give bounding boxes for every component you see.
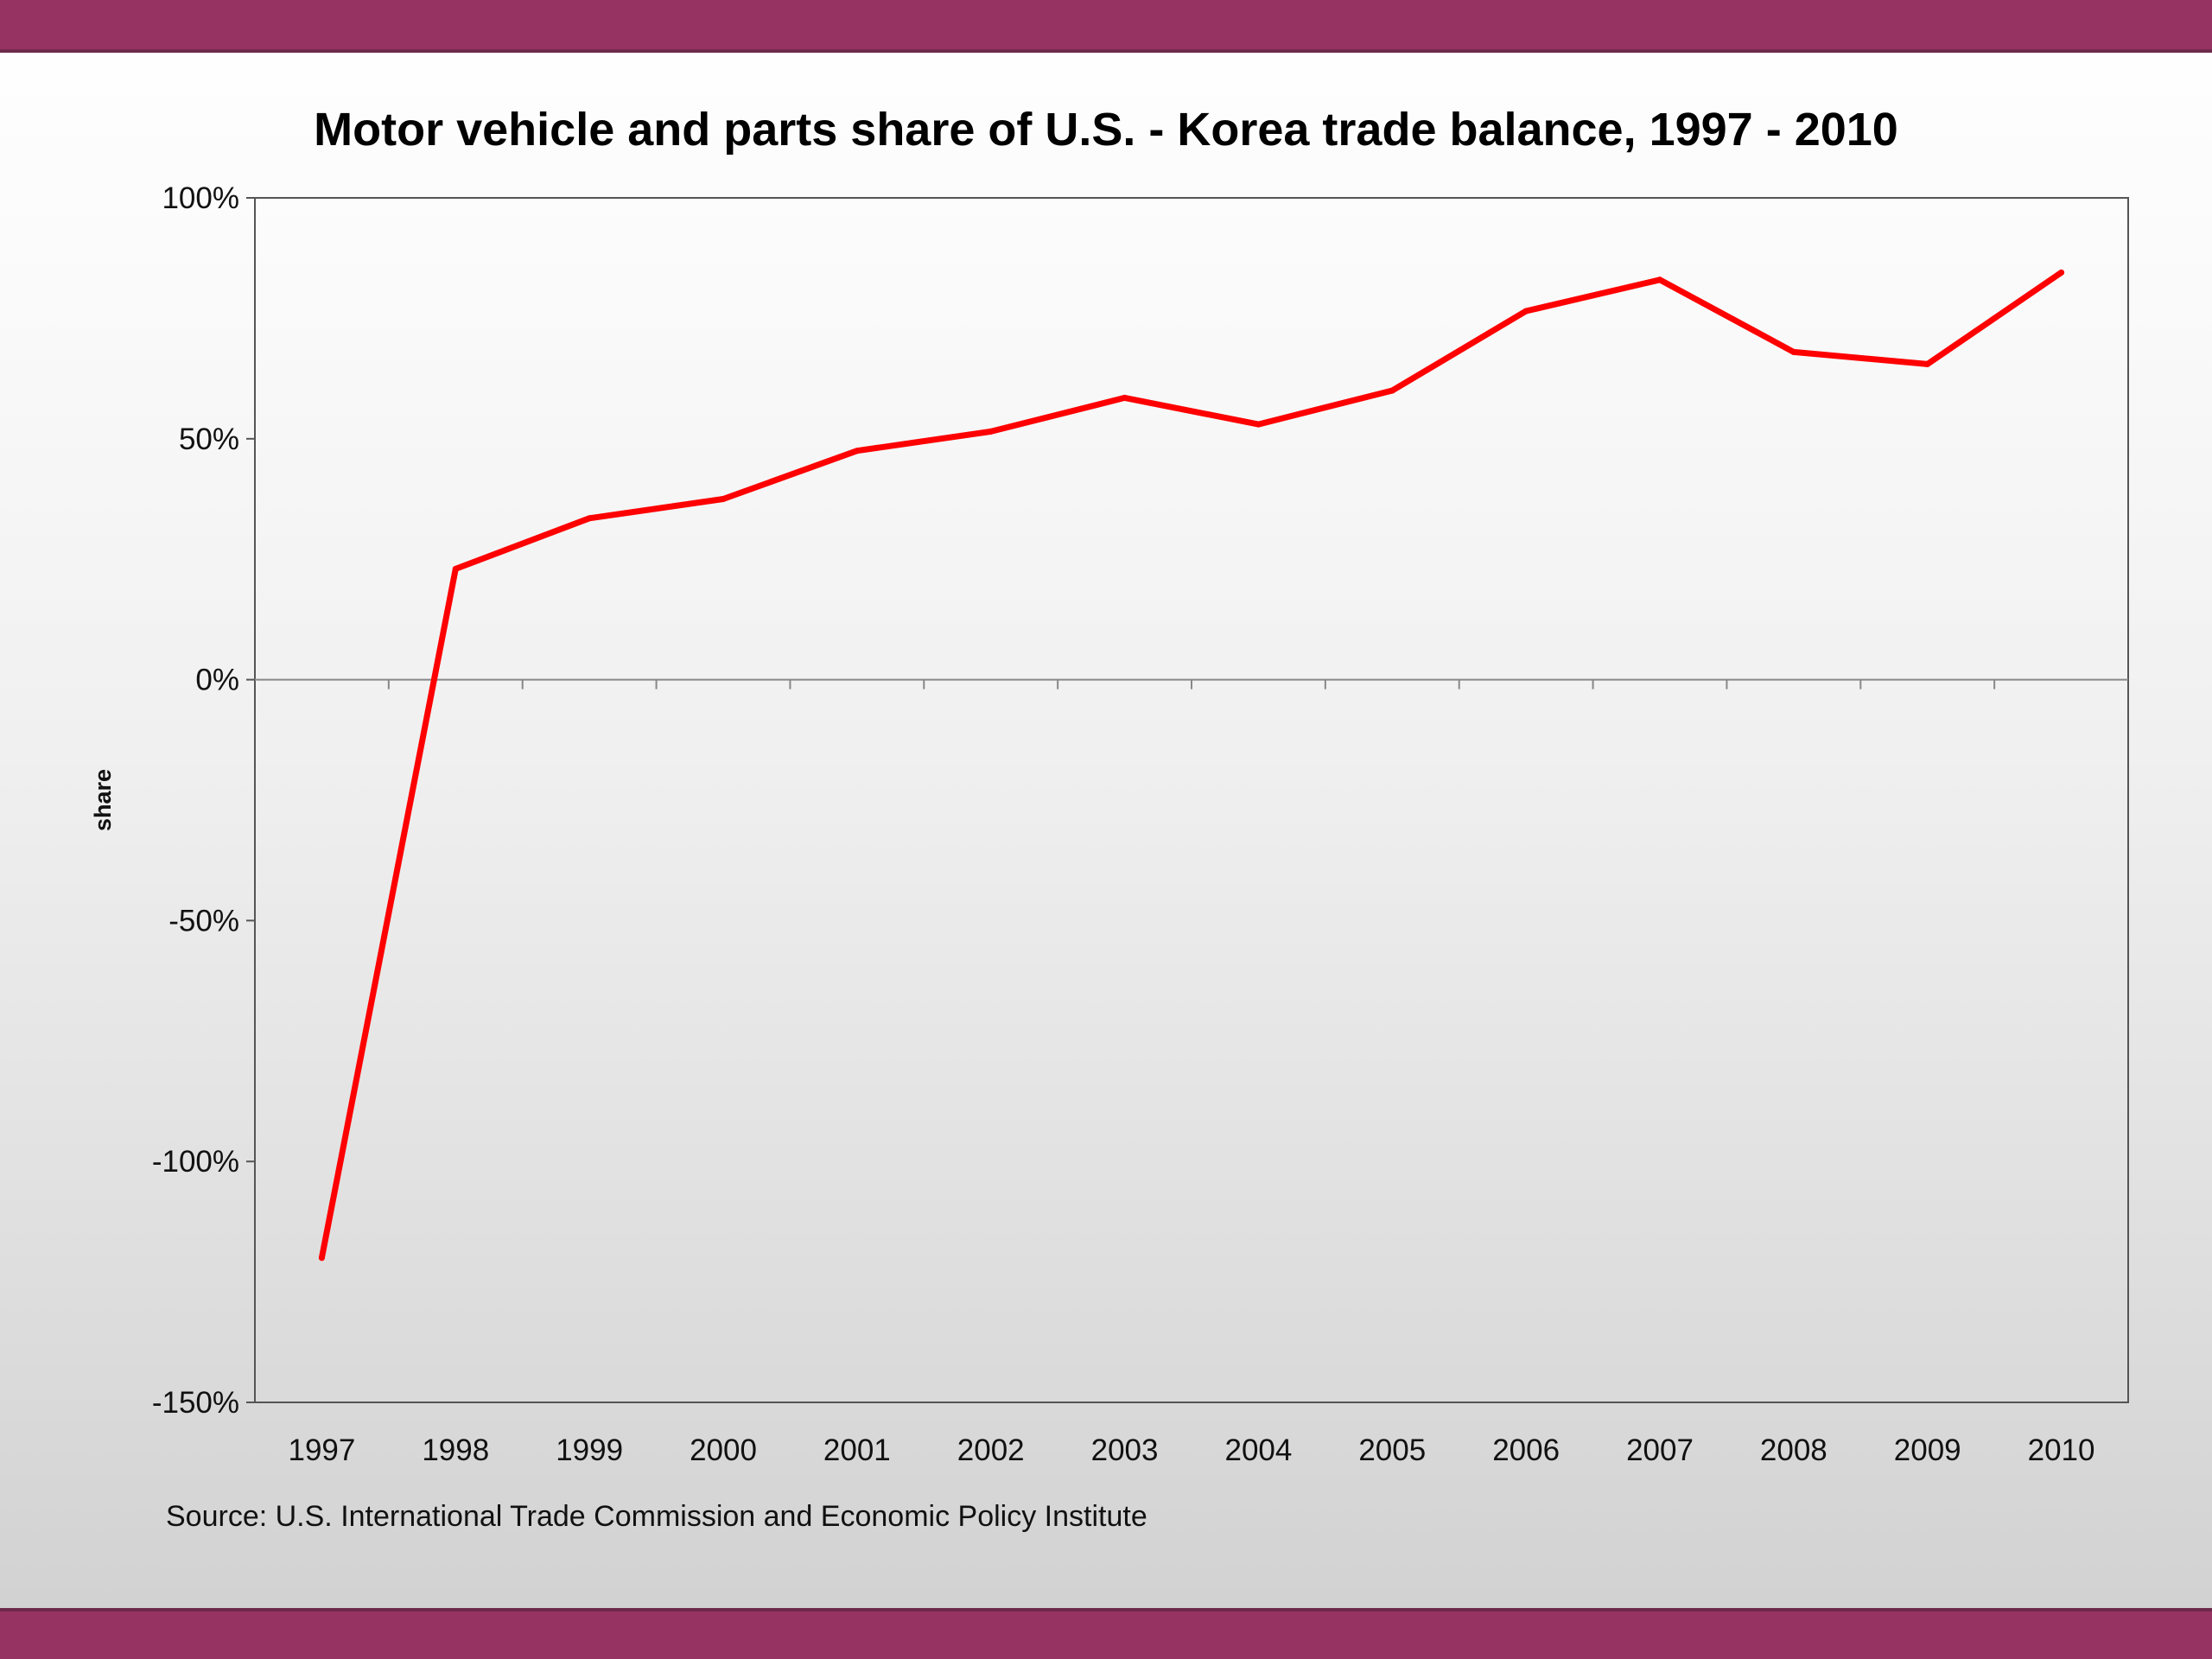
x-tick-label: 2008 (1760, 1433, 1827, 1467)
x-tick-label: 2005 (1358, 1433, 1426, 1467)
x-tick-label: 1999 (556, 1433, 623, 1467)
data-point (586, 515, 593, 522)
y-tick-label: -100% (152, 1145, 239, 1179)
x-tick-label: 2001 (823, 1433, 891, 1467)
y-tick-label: 100% (162, 181, 239, 215)
data-point (1389, 387, 1395, 394)
top-band (0, 0, 2212, 53)
x-tick-label: 2002 (957, 1433, 1025, 1467)
source-note: Source: U.S. International Trade Commiss… (166, 1500, 1147, 1533)
x-tick-label: 2009 (1894, 1433, 1961, 1467)
y-tick-label: 0% (195, 664, 239, 697)
bottom-band (0, 1608, 2212, 1659)
x-tick-label: 1998 (422, 1433, 489, 1467)
series-line (318, 269, 2065, 1262)
x-tick-label: 2007 (1626, 1433, 1694, 1467)
x-tick-label: 2004 (1224, 1433, 1292, 1467)
chart-title: Motor vehicle and parts share of U.S. - … (314, 104, 1898, 156)
data-point (988, 428, 995, 435)
x-tick-label: 2000 (690, 1433, 757, 1467)
data-point (1656, 276, 1663, 283)
data-point (1924, 360, 1931, 367)
y-tick-label: -150% (152, 1386, 239, 1420)
data-point (1790, 348, 1797, 355)
data-point (452, 565, 459, 572)
y-tick-label: 50% (179, 423, 239, 456)
series-layer (318, 269, 2065, 1262)
y-tick-label: -50% (168, 904, 239, 938)
x-axis: 1997 1998 1999 2000 2001 2002 2003 2004 2005 2006… (255, 678, 2128, 1467)
data-point (720, 496, 727, 502)
y-axis: 100% 50% 0% -50% -100% -150% (152, 181, 255, 1420)
data-point (1122, 394, 1128, 401)
x-tick-label: 2003 (1091, 1433, 1159, 1467)
data-point (1522, 308, 1529, 315)
data-point (854, 448, 861, 454)
data-point (1255, 421, 1262, 428)
x-tick-label: 2010 (2028, 1433, 2095, 1467)
data-point (2058, 269, 2065, 276)
x-tick-label: 1997 (288, 1433, 355, 1467)
data-point (318, 1255, 325, 1262)
plot-area (254, 197, 2129, 1403)
y-axis-title: share (90, 769, 116, 831)
x-tick-label: 2006 (1492, 1433, 1560, 1467)
